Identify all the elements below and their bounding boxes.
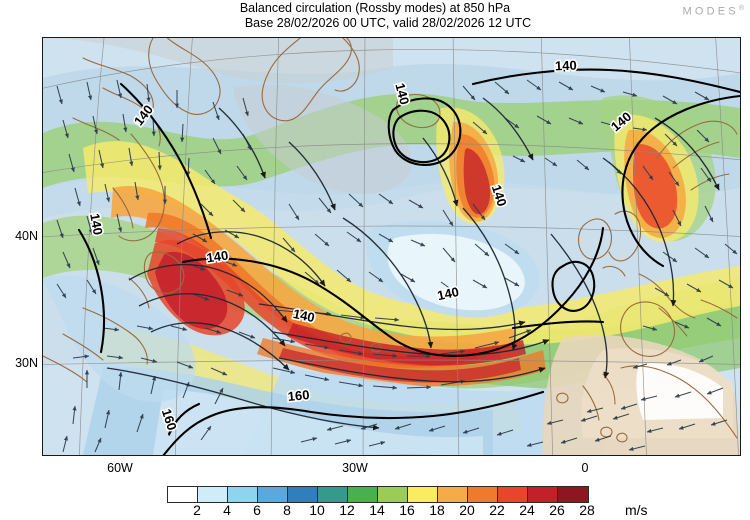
registered-mark: ® (738, 5, 744, 12)
streamline-arrows (106, 97, 720, 431)
colorbar-tick-14: 14 (369, 502, 385, 518)
colorbar-tick-6: 6 (253, 502, 261, 518)
colorbar-swatches (167, 486, 589, 503)
colorbar-tick-20: 20 (459, 502, 475, 518)
colorbar-tick-28: 28 (579, 502, 595, 518)
windspeed-shading (43, 38, 740, 455)
colorbar-segment-0 (168, 487, 198, 502)
colorbar-tick-24: 24 (519, 502, 535, 518)
geopotential-contours (77, 68, 740, 455)
coastlines (43, 38, 738, 443)
map-plot-area: 140 140 140 140 140 140 140 140 140 160 160 (42, 37, 741, 456)
contour-label-140-1: 140 (392, 81, 412, 106)
axis-label-lat-40n: 40N (15, 229, 38, 243)
colorbar-segment-8 (408, 487, 438, 502)
colorbar-segment-5 (318, 487, 348, 502)
contour-label-140-6: 140 (206, 248, 230, 266)
page-title: Balanced circulation (Rossby modes) at 8… (239, 1, 511, 15)
colorbar-tick-12: 12 (339, 502, 355, 518)
colorbar-tick-18: 18 (429, 502, 445, 518)
axis-label-lon-30w: 30W (342, 461, 368, 475)
colorbar-segment-6 (348, 487, 378, 502)
colorbar-tick-16: 16 (399, 502, 415, 518)
colorbar-tick-26: 26 (549, 502, 565, 518)
chart-subtitle: Base 28/02/2026 00 UTC, valid 28/02/2026… (244, 16, 532, 30)
colorbar-segment-7 (378, 487, 408, 502)
axis-label-lon-60w: 60W (107, 461, 133, 475)
colorbar-segment-9 (438, 487, 468, 502)
colorbar-segment-1 (198, 487, 228, 502)
colorbar-segment-12 (528, 487, 558, 502)
wind-vector-arrows (56, 79, 738, 453)
colorbar-segment-4 (288, 487, 318, 502)
axis-label-lat-30n: 30N (15, 356, 38, 370)
colorbar-segment-2 (228, 487, 258, 502)
axis-label-lon-0: 0 (581, 461, 589, 475)
colorbar-segment-10 (468, 487, 498, 502)
colorbar-tick-8: 8 (283, 502, 291, 518)
contour-label-140-8: 140 (436, 284, 460, 303)
colorbar-legend: 2 4 6 8 10 12 14 16 18 20 22 24 26 28 (167, 486, 595, 518)
colorbar-tick-22: 22 (489, 502, 505, 518)
colorbar-units-label: m/s (625, 502, 648, 518)
colorbar-tick-2: 2 (193, 502, 201, 518)
colorbar-segment-3 (258, 487, 288, 502)
contour-label-140-4: 140 (87, 212, 106, 236)
chart-title-block: Balanced circulation (Rossby modes) at 8… (0, 1, 750, 31)
modes-logo-watermark: MODES® (682, 5, 744, 18)
colorbar-segment-11 (498, 487, 528, 502)
colorbar-tick-labels: 2 4 6 8 10 12 14 16 18 20 22 24 26 28 (167, 502, 619, 520)
contour-label-160-9: 160 (287, 387, 310, 404)
colorbar-tick-4: 4 (223, 502, 231, 518)
colorbar-segment-13 (558, 487, 588, 502)
watermark-text: MODES (682, 5, 739, 18)
colorbar-tick-10: 10 (309, 502, 325, 518)
contour-label-140-0: 140 (555, 58, 577, 74)
contour-label-140-7: 140 (292, 306, 316, 325)
